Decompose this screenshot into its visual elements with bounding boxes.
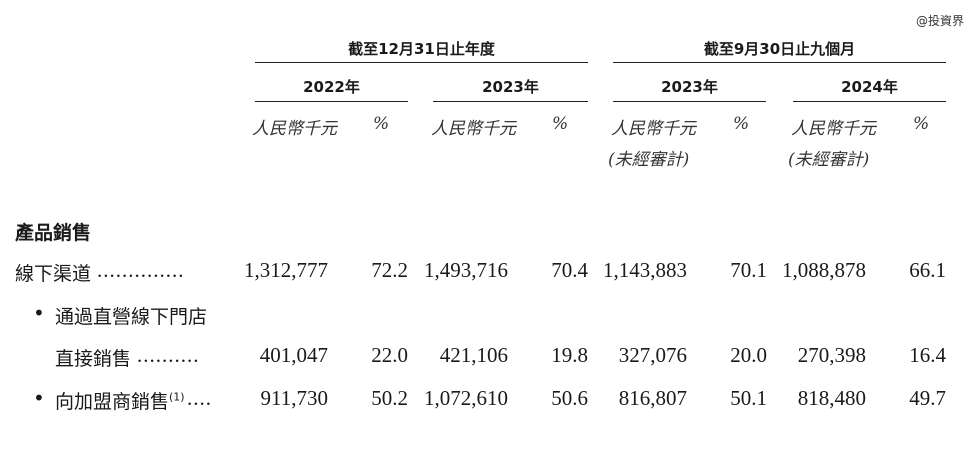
row-bullet-direct: •	[33, 301, 45, 325]
row-label-offline: 線下渠道	[15, 263, 92, 285]
cell: 50.6	[551, 386, 588, 410]
unit-pct-2023-9m: %	[733, 114, 750, 134]
row-dots-offline: ..............	[97, 258, 185, 282]
cell: 421,106	[439, 343, 508, 367]
cell: 401,047	[259, 343, 328, 367]
row-dots-direct: ..........	[137, 343, 200, 367]
row-label-direct-line2: 直接銷售	[55, 348, 132, 370]
cell: 327,076	[618, 343, 687, 367]
row-dots-franchise: ....	[187, 386, 212, 410]
row-label-direct-line1: 通過直營線下門店	[55, 306, 208, 328]
header-nine-months: 截至9月30日止九個月	[703, 40, 856, 58]
cell: 911,730	[260, 386, 328, 410]
cell: 1,088,878	[782, 258, 866, 282]
cell: 1,493,716	[424, 258, 508, 282]
cell: 19.8	[551, 343, 588, 367]
cell: 1,072,610	[424, 386, 508, 410]
cell: 72.2	[371, 258, 408, 282]
rule-year-2023-fy	[433, 101, 588, 102]
cell: 49.7	[909, 386, 946, 410]
year-header-2023-fy: 2023年	[482, 78, 539, 96]
section-title: 產品銷售	[15, 222, 92, 244]
rule-nine-months	[613, 62, 946, 63]
cell: 818,480	[797, 386, 866, 410]
rule-year-2024	[793, 101, 946, 102]
watermark: @投資界	[915, 14, 964, 28]
rule-fiscal-year	[255, 62, 588, 63]
rule-year-2022	[255, 101, 408, 102]
cell: 70.1	[730, 258, 767, 282]
unit-pct-2022: %	[373, 114, 390, 134]
unit-pct-2024: %	[913, 114, 930, 134]
unit-rmb-2023-fy: 人民幣千元	[431, 119, 516, 139]
cell: 20.0	[730, 343, 767, 367]
unit-rmb-2022: 人民幣千元	[252, 119, 337, 139]
cell: 50.1	[730, 386, 767, 410]
cell: 816,807	[618, 386, 687, 410]
year-header-2023-9m: 2023年	[661, 78, 718, 96]
cell: 1,143,883	[603, 258, 687, 282]
rule-year-2023-9m	[613, 101, 766, 102]
footnote-marker: (1)	[169, 390, 185, 404]
cell: 270,398	[797, 343, 866, 367]
unit-rmb-2024: 人民幣千元	[791, 119, 876, 139]
year-header-2022: 2022年	[303, 78, 360, 96]
year-header-2024: 2024年	[841, 78, 898, 96]
row-bullet-franchise: •	[33, 386, 45, 410]
row-label-franchise: 向加盟商銷售(1)	[55, 387, 185, 414]
cell: 70.4	[551, 258, 588, 282]
unaudited-2024: (未經審計)	[788, 150, 870, 170]
cell: 22.0	[371, 343, 408, 367]
unaudited-2023-9m: (未經審計)	[608, 150, 690, 170]
cell: 50.2	[371, 386, 408, 410]
cell: 66.1	[909, 258, 946, 282]
row-label-franchise-text: 向加盟商銷售	[55, 391, 170, 413]
unit-pct-2023-fy: %	[552, 114, 569, 134]
unit-rmb-2023-9m: 人民幣千元	[611, 119, 696, 139]
cell: 16.4	[909, 343, 946, 367]
header-fiscal-year: 截至12月31日止年度	[348, 40, 495, 58]
cell: 1,312,777	[244, 258, 328, 282]
